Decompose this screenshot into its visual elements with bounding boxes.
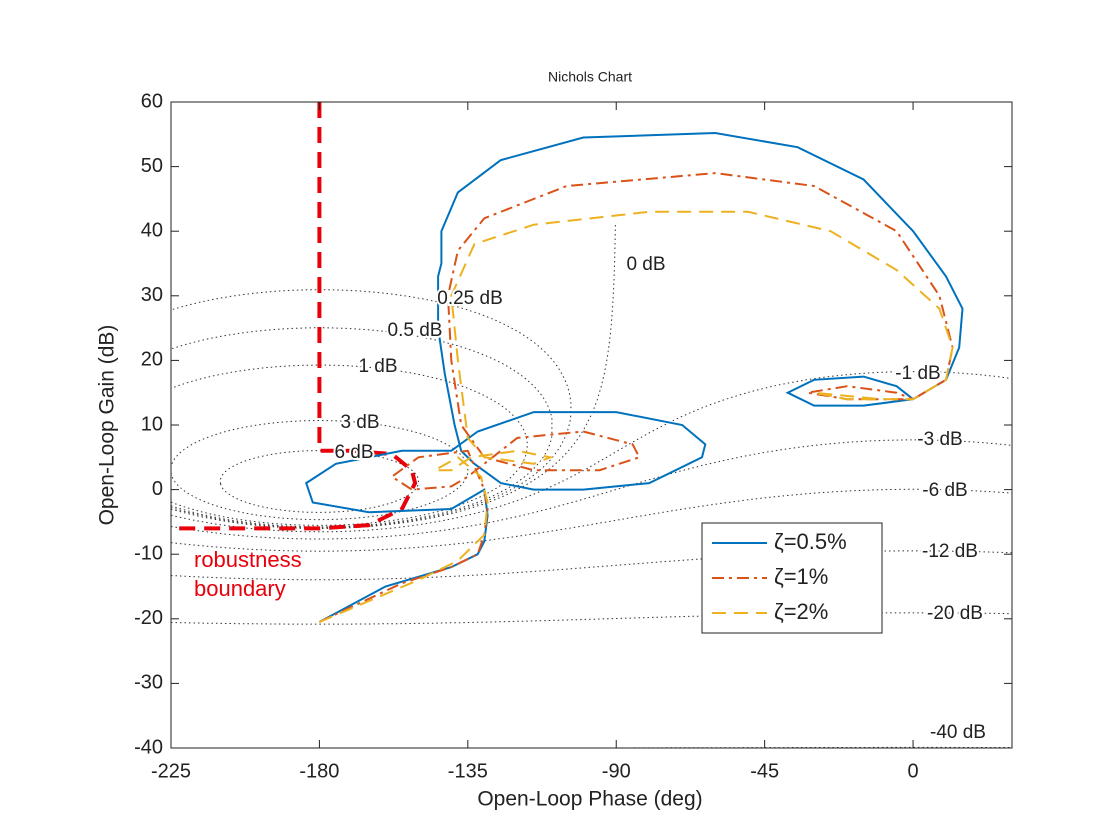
x-axis-label: Open-Loop Phase (deg) (477, 788, 702, 811)
contour-label: 1 dB (358, 356, 397, 377)
gain-contour (171, 364, 528, 526)
x-tick-label: -45 (750, 760, 779, 782)
contour-label: -40 dB (930, 722, 986, 743)
y-tick-label: -20 (134, 607, 163, 629)
legend-label: ζ=2% (774, 599, 828, 624)
gain-contour (171, 488, 1012, 552)
robustness-boundary (171, 102, 418, 531)
gain-contour (171, 420, 469, 521)
contour-label: 0 dB (626, 254, 665, 275)
legend-label: ζ=0.5% (774, 529, 847, 554)
contour-label: -20 dB (927, 603, 983, 624)
y-tick-label: 0 (152, 478, 163, 500)
gain-contour (171, 327, 553, 528)
contour-label: -6 dB (922, 480, 967, 501)
y-tick-label: 10 (141, 413, 163, 435)
y-tick-label: -10 (134, 542, 163, 564)
x-tick-label: 0 (907, 760, 918, 782)
contour-label: 0.5 dB (388, 320, 443, 341)
y-tick-label: 30 (141, 284, 163, 306)
annotation: robustness boundary (194, 547, 302, 601)
contour-label: -3 dB (917, 429, 962, 450)
contour-label: 0.25 dB (437, 288, 503, 309)
chart-title: Nichols Chart (548, 69, 632, 85)
y-tick-label: -40 (134, 736, 163, 758)
x-tick-label: -135 (448, 760, 488, 782)
x-tick-label: -90 (602, 760, 631, 782)
y-axis-label: Open-Loop Gain (dB) (96, 325, 119, 526)
y-tick-label: 20 (141, 349, 163, 371)
legend-label: ζ=1% (774, 564, 828, 589)
contour-label: 6 dB (334, 442, 373, 463)
x-tick-label: -180 (299, 760, 339, 782)
y-tick-label: 40 (141, 219, 163, 241)
y-tick-label: 60 (141, 90, 163, 112)
gain-contour (171, 612, 1012, 625)
contour-label: -1 dB (895, 363, 940, 384)
series-line (305, 131, 964, 623)
y-tick-label: -30 (134, 672, 163, 694)
contour-label: 3 dB (340, 412, 379, 433)
y-tick-label: 50 (141, 155, 163, 177)
series-line (319, 210, 954, 623)
x-tick-label: -225 (151, 760, 191, 782)
gain-contour (171, 371, 1012, 533)
contour-label: -12 dB (922, 541, 978, 562)
